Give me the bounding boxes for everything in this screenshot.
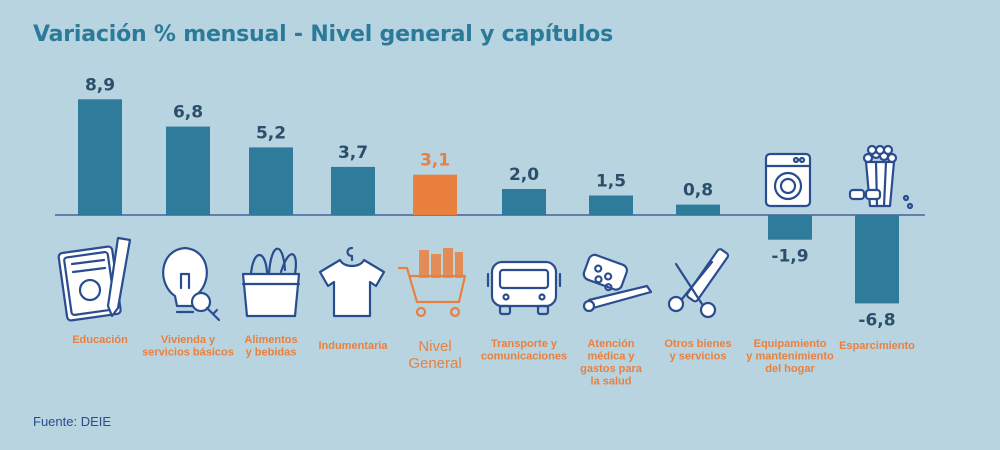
category-label-7: Atención médica y gastos para la salud — [580, 338, 643, 388]
bus-icon — [486, 260, 562, 316]
bar-1 — [78, 99, 122, 215]
category-label-3: Alimentos y bebidas — [244, 334, 297, 359]
value-label-2: 6,8 — [173, 103, 203, 123]
bar-6 — [502, 189, 546, 215]
value-label-9: -1,9 — [771, 247, 808, 267]
value-label-7: 1,5 — [596, 172, 626, 192]
washing-machine-icon — [764, 152, 812, 208]
value-label-5: 3,1 — [420, 151, 450, 171]
bar-9 — [768, 215, 812, 240]
category-label-9: Equipamiento y mantenimiento del hogar — [746, 338, 834, 375]
bar-2 — [166, 126, 210, 215]
category-label-8: Otros bienes y servicios — [664, 338, 731, 363]
pills-thermometer-icon — [582, 253, 653, 313]
chart-title: Variación % mensual - Nivel general y ca… — [33, 22, 613, 47]
value-label-3: 5,2 — [256, 123, 286, 143]
category-label-6: Transporte y comunicaciones — [481, 338, 567, 363]
value-label-4: 3,7 — [338, 143, 368, 163]
popcorn-icon — [848, 144, 914, 210]
bar-3 — [249, 147, 293, 215]
tshirt-icon — [318, 246, 386, 318]
shopping-cart-icon — [397, 248, 467, 318]
value-label-8: 0,8 — [683, 181, 713, 201]
value-label-10: -6,8 — [858, 310, 895, 330]
category-label-4: Indumentaria — [318, 340, 388, 352]
value-label-6: 2,0 — [509, 165, 539, 185]
value-label-1: 8,9 — [85, 75, 115, 95]
notebook-icon — [57, 236, 132, 322]
category-label-10: Esparcimiento — [839, 340, 915, 352]
source-note: Fuente: DEIE — [33, 414, 112, 429]
bar-8 — [676, 204, 720, 215]
lightbulb-key-icon — [162, 246, 221, 322]
bar-4 — [331, 166, 375, 215]
bar-5 — [413, 174, 457, 215]
category-label-1: Educación — [72, 334, 128, 346]
grocery-bag-icon — [241, 247, 301, 318]
scissors-comb-icon — [667, 248, 730, 319]
bar-7 — [589, 195, 633, 215]
bar-10 — [855, 215, 899, 304]
category-label-2: Vivienda y servicios básicos — [142, 334, 234, 359]
category-label-5: Nivel General — [408, 338, 461, 372]
